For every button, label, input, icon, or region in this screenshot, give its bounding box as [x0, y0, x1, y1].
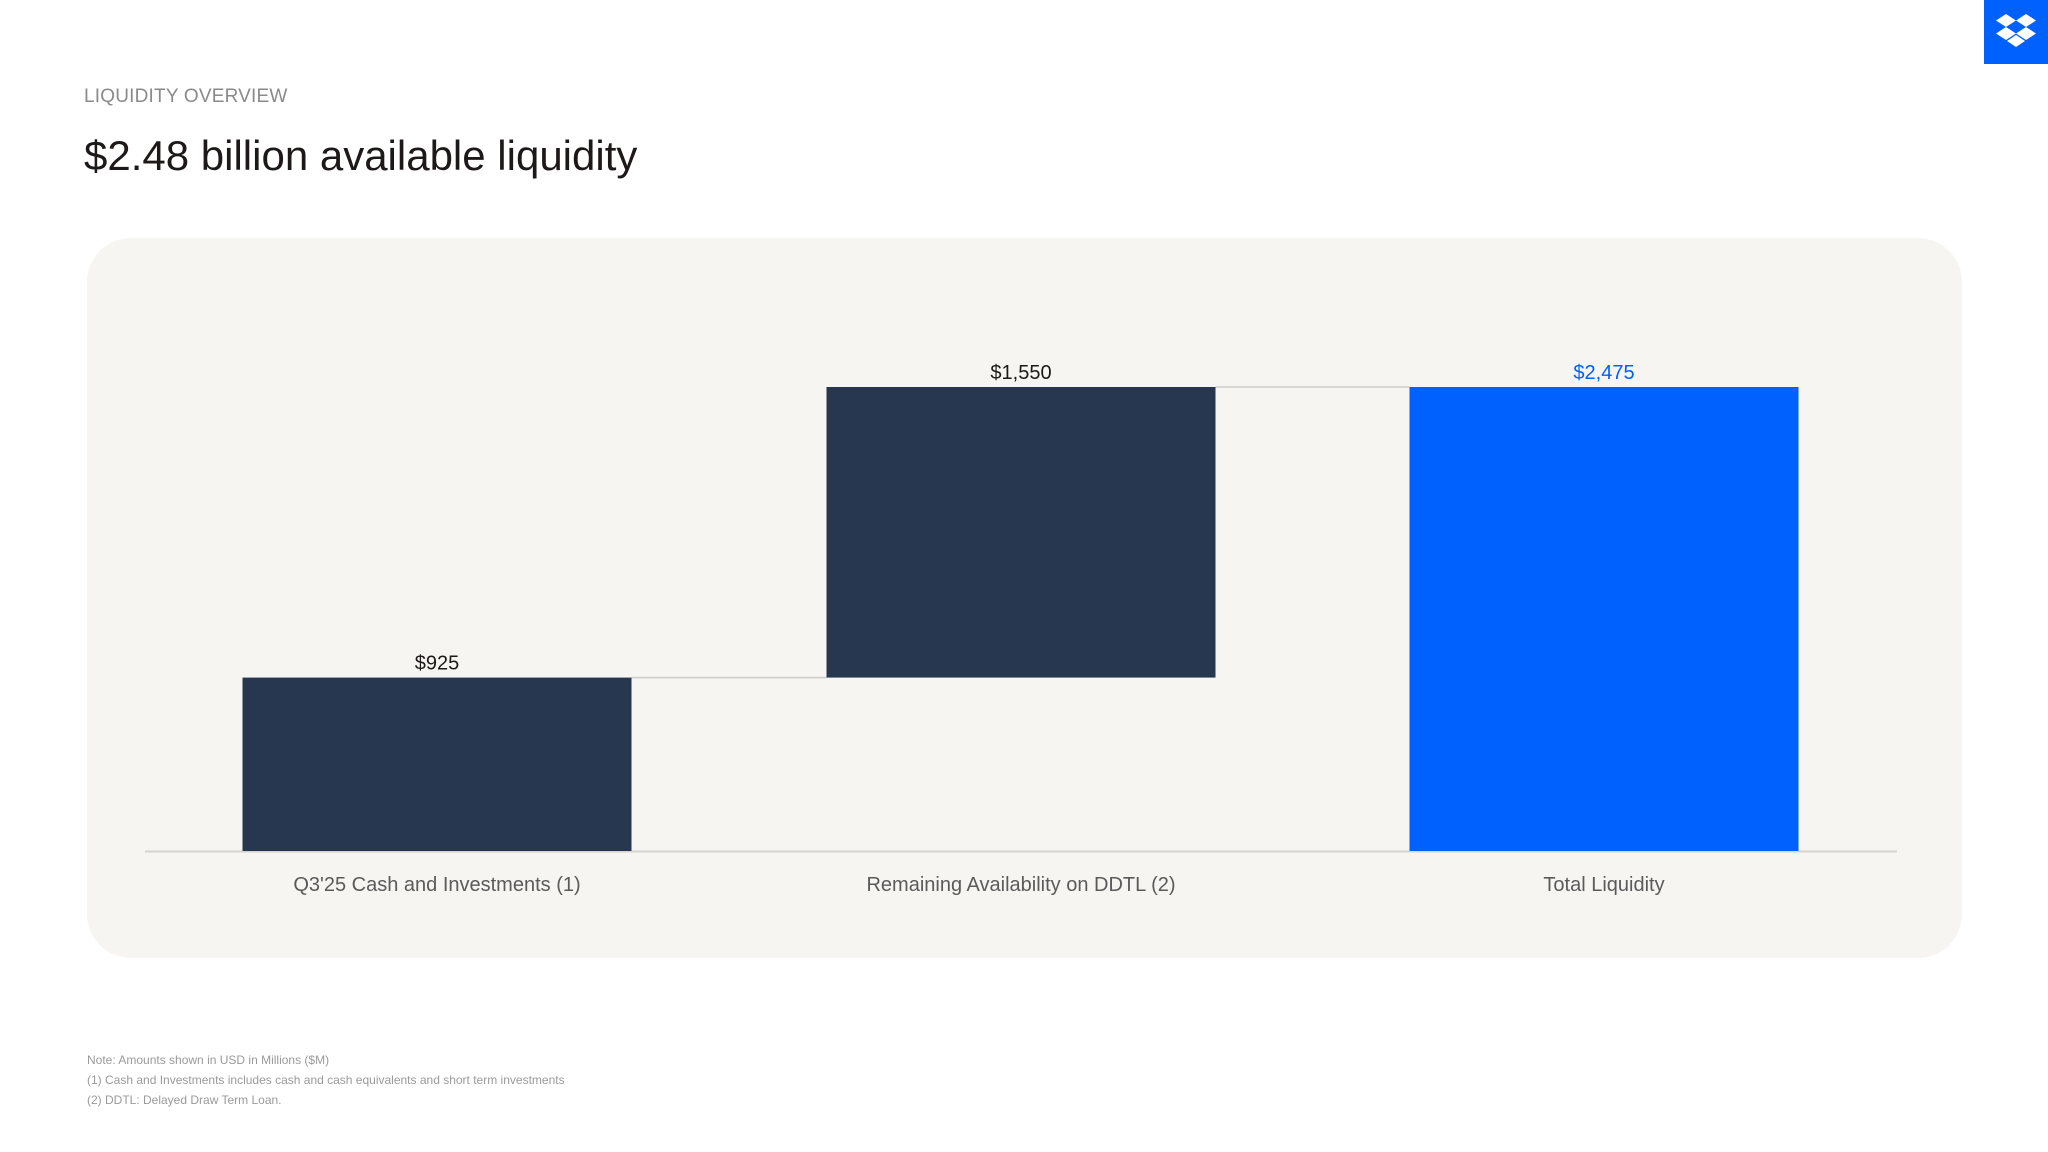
bar-1 [242, 677, 632, 851]
data-label-1: $925 [415, 653, 460, 675]
bar-3 [1409, 387, 1799, 851]
category-label-3: Total Liquidity [1543, 874, 1664, 896]
footnotes: Note: Amounts shown in USD in Millions (… [87, 1050, 565, 1110]
category-label-1: Q3'25 Cash and Investments (1) [293, 874, 580, 896]
page-title: $2.48 billion available liquidity [84, 132, 638, 179]
footnote-2: (2) DDTL: Delayed Draw Term Loan. [87, 1093, 282, 1107]
footnote-1: (1) Cash and Investments includes cash a… [87, 1073, 565, 1087]
category-label-2: Remaining Availability on DDTL (2) [866, 874, 1175, 896]
data-label-3: $2,475 [1573, 362, 1634, 384]
dropbox-logo-icon [1984, 0, 2048, 64]
bar-2 [826, 387, 1216, 678]
section-eyebrow: LIQUIDITY OVERVIEW [84, 86, 288, 107]
footnote-note: Note: Amounts shown in USD in Millions (… [87, 1053, 330, 1067]
data-label-2: $1,550 [990, 362, 1051, 384]
